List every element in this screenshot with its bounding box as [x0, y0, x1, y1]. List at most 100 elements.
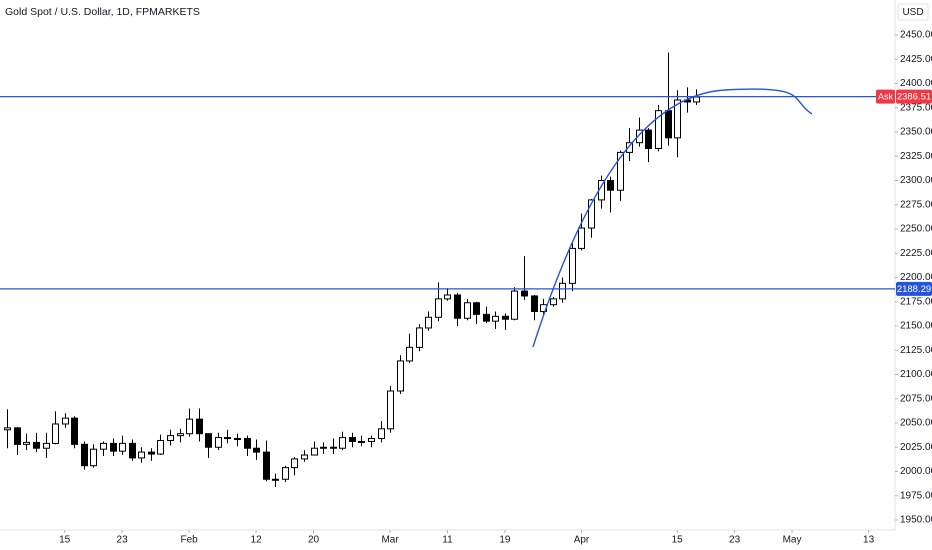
- candle-body: [119, 442, 126, 452]
- candle-body: [167, 435, 174, 441]
- currency-label[interactable]: USD: [902, 7, 923, 18]
- candle-body: [311, 447, 318, 456]
- y-tick-label: 1950.00: [900, 515, 932, 526]
- candle-body: [397, 360, 404, 392]
- x-tick-label: 11: [442, 535, 453, 546]
- candle-body: [607, 180, 614, 191]
- candle-body: [4, 427, 11, 431]
- candle-body: [110, 442, 117, 452]
- y-tick-label: 2075.00: [900, 393, 932, 404]
- candle-body: [387, 390, 394, 430]
- x-tick-label: 13: [863, 535, 875, 546]
- price-label-box: [896, 281, 932, 296]
- y-tick-label: 2050.00: [900, 418, 932, 429]
- candle-body: [358, 440, 365, 443]
- x-tick-label: May: [783, 535, 802, 546]
- candle-body: [138, 451, 145, 459]
- candle-body: [62, 417, 69, 425]
- candle-body: [511, 290, 518, 320]
- y-tick-label: 2400.00: [900, 78, 932, 89]
- y-tick-label: 2250.00: [900, 224, 932, 235]
- candle-body: [617, 151, 624, 191]
- candle-body: [665, 110, 672, 139]
- price-tag: Ask: [878, 91, 894, 101]
- y-tick-label: 2450.00: [900, 30, 932, 41]
- x-tick-label: 23: [117, 535, 129, 546]
- x-tick-label: 15: [672, 535, 684, 546]
- candle-body: [14, 427, 21, 445]
- price-tag-box: [876, 89, 895, 104]
- candle-body: [282, 467, 289, 480]
- x-tick-label: 23: [729, 535, 741, 546]
- candle-body: [578, 227, 585, 249]
- candle-body: [502, 315, 509, 320]
- x-tick-label: Feb: [180, 535, 198, 546]
- candle-body: [215, 437, 222, 448]
- candle-body: [52, 423, 59, 444]
- candle-body: [339, 437, 346, 449]
- candle-body: [378, 428, 385, 440]
- candle-body: [186, 418, 193, 435]
- candle-body: [473, 302, 480, 315]
- candle-body: [645, 129, 652, 150]
- candle-body: [569, 247, 576, 284]
- y-tick-label: 2000.00: [900, 466, 932, 477]
- candle-body: [693, 96, 700, 103]
- candle-body: [492, 315, 499, 322]
- y-tick-label: 2325.00: [900, 151, 932, 162]
- candle-body: [406, 346, 413, 362]
- chart-title: Gold Spot / U.S. Dollar, 1D, FPMARKETS: [5, 6, 200, 18]
- candle-body: [263, 451, 270, 480]
- candle-body: [23, 441, 30, 445]
- candle-body: [559, 282, 566, 300]
- y-tick-label: 2375.00: [900, 102, 932, 113]
- candle-body: [157, 439, 164, 455]
- candle-body: [425, 316, 432, 329]
- price-label-box: [896, 89, 932, 104]
- candle-body: [320, 446, 327, 449]
- x-tick-label: 20: [308, 535, 320, 546]
- currency-button[interactable]: [897, 3, 929, 21]
- candle-body: [43, 442, 50, 449]
- candle-body: [521, 290, 528, 297]
- candle-body: [196, 418, 203, 435]
- candle-body: [550, 298, 557, 306]
- y-tick-label: 2025.00: [900, 442, 932, 453]
- candle-body: [531, 295, 538, 312]
- x-tick-label: Mar: [381, 535, 399, 546]
- candle-body: [435, 298, 442, 318]
- candle-body: [90, 448, 97, 467]
- y-tick-label: 2300.00: [900, 175, 932, 186]
- candle-body: [674, 99, 681, 139]
- candle-body: [205, 433, 212, 448]
- candle-body: [444, 294, 451, 300]
- candle-body: [626, 142, 633, 153]
- candle-body: [71, 417, 78, 445]
- candle-body: [33, 441, 40, 449]
- candle-body: [148, 451, 155, 455]
- price-label: 2386.51: [897, 92, 931, 103]
- drawn-arc: [532, 88, 813, 348]
- price-label: 2188.29: [897, 284, 931, 295]
- x-tick-label: 15: [59, 535, 71, 546]
- candle-body: [100, 442, 107, 450]
- candle-body: [349, 437, 356, 442]
- candle-body: [129, 442, 136, 459]
- y-tick-label: 2125.00: [900, 345, 932, 356]
- candle-body: [368, 438, 375, 442]
- candle-body: [301, 454, 308, 460]
- candle-body: [253, 447, 260, 453]
- candle-body: [636, 129, 643, 144]
- candle-body: [588, 199, 595, 229]
- candle-body: [655, 110, 662, 150]
- candle-body: [234, 438, 241, 441]
- candle-body: [291, 458, 298, 469]
- y-tick-label: 2350.00: [900, 127, 932, 138]
- y-tick-label: 1975.00: [900, 490, 932, 501]
- x-tick-label: 19: [499, 535, 511, 546]
- y-tick-label: 2175.00: [900, 296, 932, 307]
- y-tick-label: 2225.00: [900, 248, 932, 259]
- y-tick-label: 2200.00: [900, 272, 932, 283]
- candle-body: [483, 313, 490, 322]
